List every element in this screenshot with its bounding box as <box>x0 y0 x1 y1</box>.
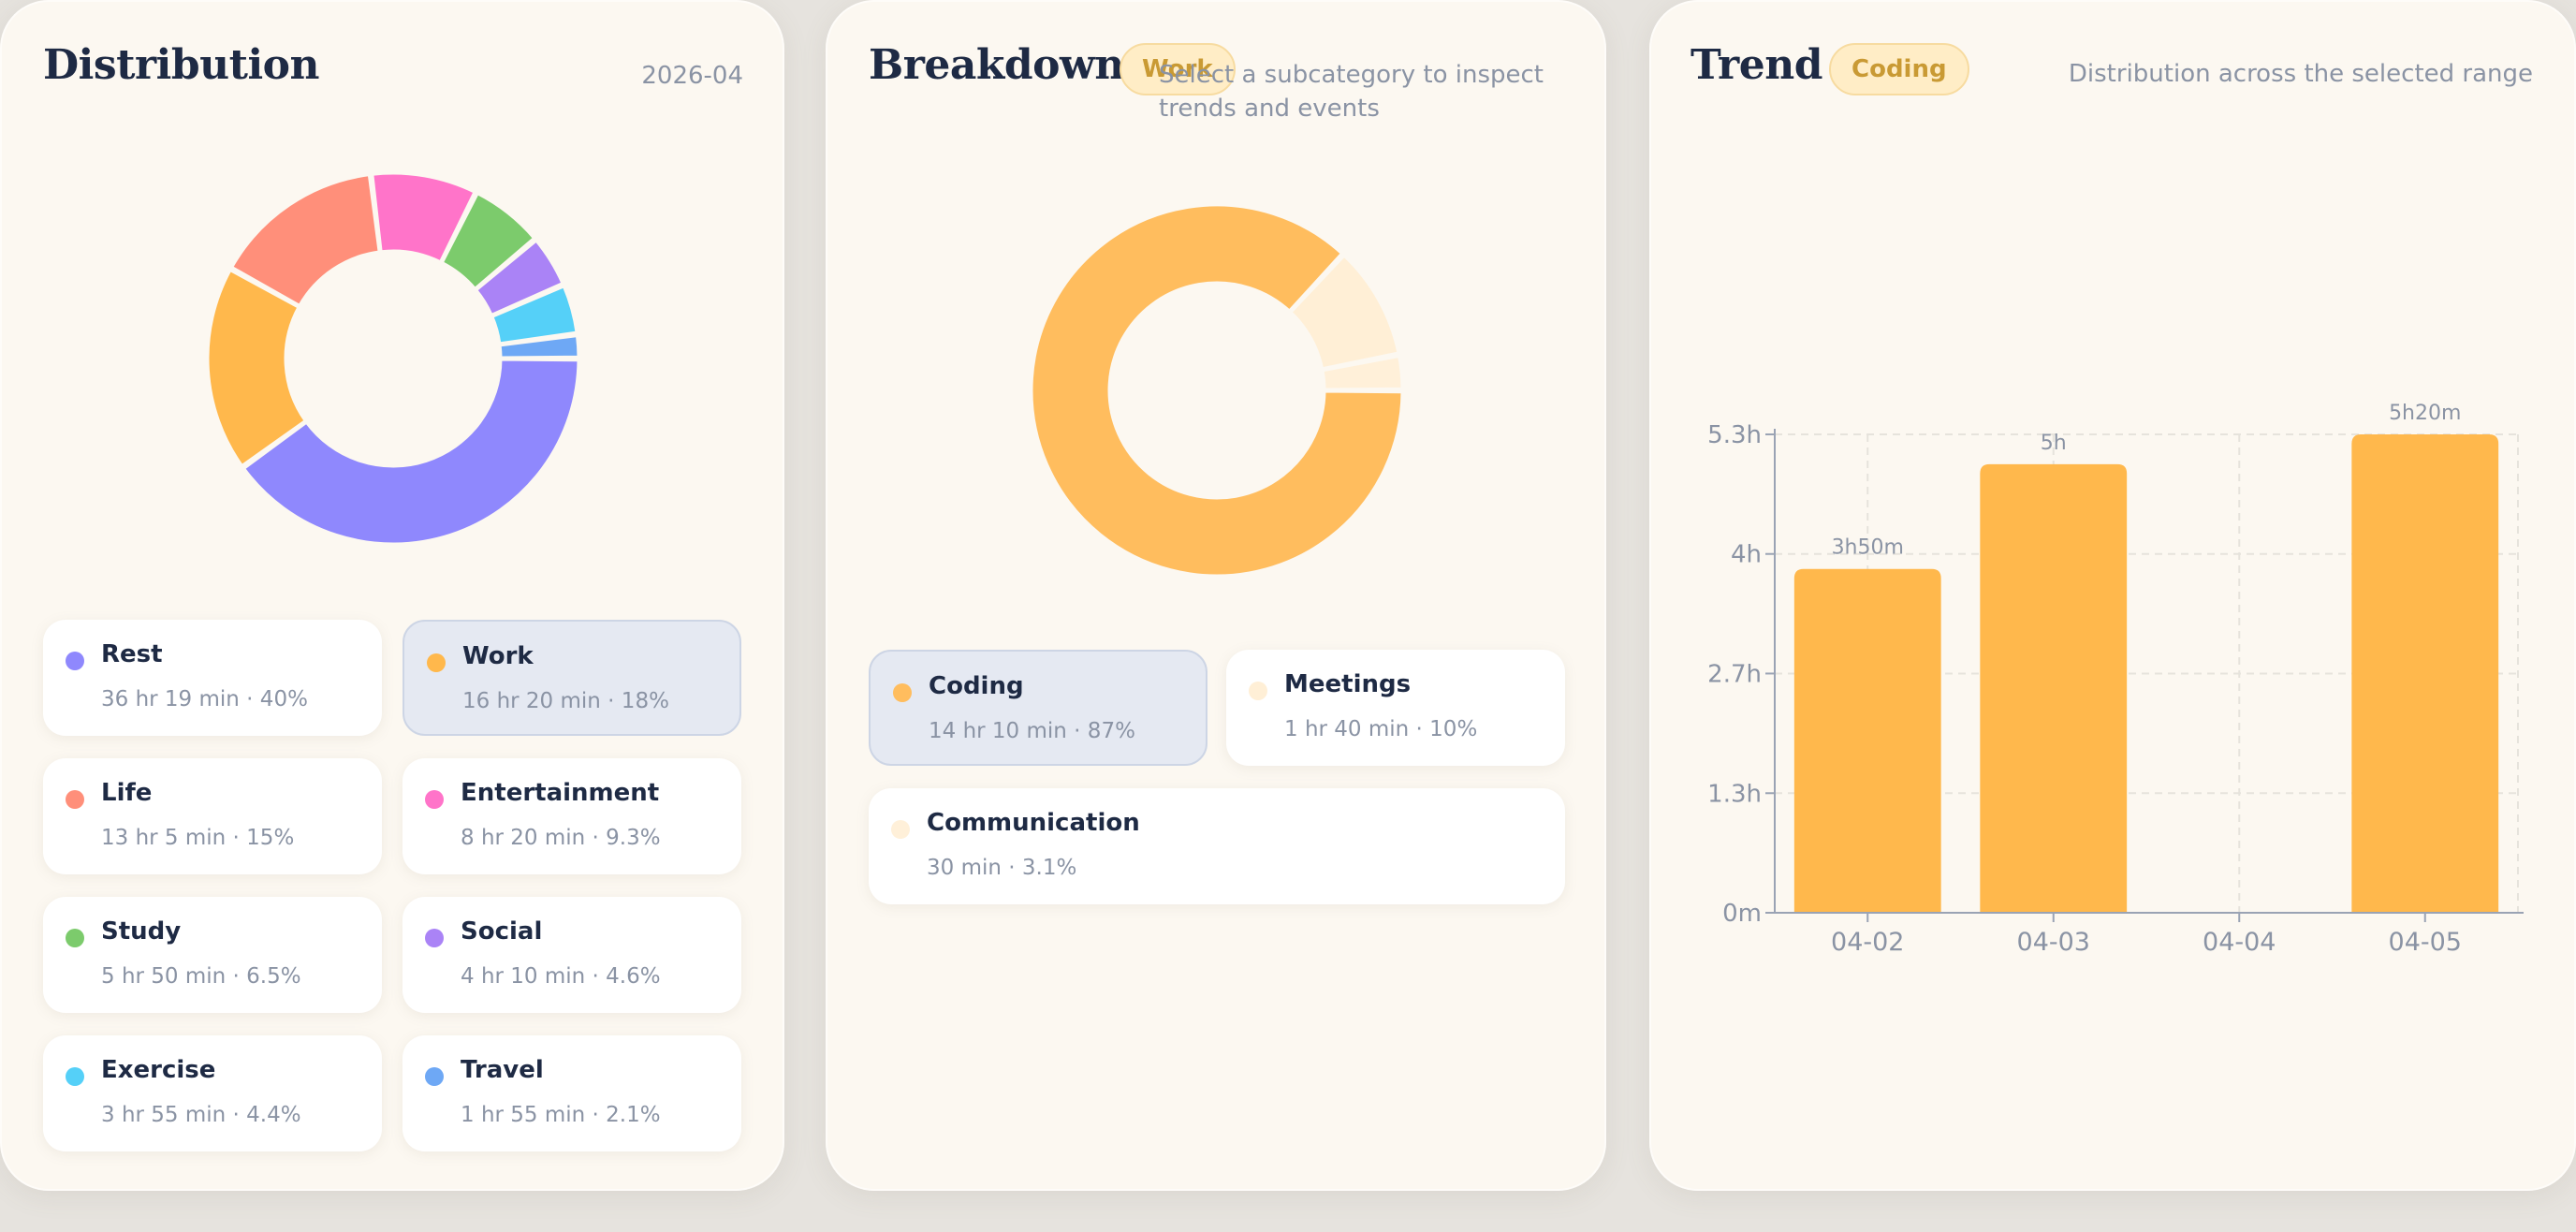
color-dot <box>427 653 446 672</box>
card-value: 3 hr 55 min · 4.4% <box>101 1103 301 1127</box>
card-name: Life <box>101 779 153 807</box>
card-meetings[interactable]: Meetings 1 hr 40 min · 10% <box>1226 650 1565 766</box>
card-value: 14 hr 10 min · 87% <box>929 719 1135 743</box>
card-name: Meetings <box>1284 670 1412 698</box>
x-tick-label: 04-02 <box>1831 928 1904 957</box>
category-slice-exercise[interactable] <box>490 284 578 345</box>
card-name: Travel <box>461 1056 544 1084</box>
breakdown-hint: Select a subcategory to inspect trends a… <box>1159 61 1544 123</box>
card-communication[interactable]: Communication 30 min · 3.1% <box>869 788 1565 904</box>
bar-data-label: 3h50m <box>1832 536 1904 560</box>
x-tick-label: 04-05 <box>2389 928 2462 957</box>
card-work[interactable]: Work 16 hr 20 min · 18% <box>402 620 741 736</box>
bar-data-label: 5h20m <box>2389 402 2461 425</box>
color-dot <box>66 929 84 947</box>
bar-04-02 <box>1793 568 1941 913</box>
y-tick-label: 5.3h <box>1707 421 1762 449</box>
card-value: 13 hr 5 min · 15% <box>101 826 295 850</box>
color-dot <box>66 790 84 809</box>
card-social[interactable]: Social 4 hr 10 min · 4.6% <box>402 897 741 1013</box>
card-value: 1 hr 55 min · 2.1% <box>461 1103 661 1127</box>
y-tick-label: 1.3h <box>1707 780 1762 808</box>
y-tick-label: 4h <box>1731 541 1762 569</box>
card-name: Social <box>461 917 543 946</box>
card-value: 5 hr 50 min · 6.5% <box>101 964 301 989</box>
card-coding[interactable]: Coding 14 hr 10 min · 87% <box>869 650 1208 766</box>
distribution-donut-chart <box>206 171 580 546</box>
subcategory-slice-meetings[interactable] <box>1288 254 1400 371</box>
breakdown-donut-chart <box>1030 203 1404 578</box>
bar-04-05 <box>2351 434 2499 913</box>
card-name: Work <box>462 642 534 670</box>
trend-subcategory-badge: Coding <box>1829 43 1969 95</box>
card-name: Rest <box>101 640 163 668</box>
card-name: Communication <box>927 809 1140 837</box>
category-slice-rest[interactable] <box>242 358 580 546</box>
subcategory-slice-coding[interactable] <box>1030 203 1404 578</box>
breakdown-category-badge: Work <box>1120 43 1236 95</box>
card-value: 36 hr 19 min · 40% <box>101 687 308 711</box>
color-dot <box>891 820 910 839</box>
bar-04-03 <box>1980 463 2128 913</box>
card-name: Entertainment <box>461 779 660 807</box>
period-label: 2026-04 <box>641 62 743 90</box>
trend-caption: Distribution across the selected range <box>2068 60 2533 88</box>
card-name: Study <box>101 917 182 946</box>
category-slice-social[interactable] <box>474 238 564 317</box>
category-slice-life[interactable] <box>229 172 381 308</box>
card-rest[interactable]: Rest 36 hr 19 min · 40% <box>43 620 382 736</box>
color-dot <box>425 1067 444 1086</box>
card-travel[interactable]: Travel 1 hr 55 min · 2.1% <box>402 1035 741 1151</box>
trend-title: Trend <box>1690 41 1822 89</box>
breakdown-panel: Breakdown Work Select a subcategory to i… <box>826 0 1606 1191</box>
distribution-panel: Distribution 2026-04 Rest 36 hr 19 min · … <box>0 0 784 1191</box>
x-tick-label: 04-03 <box>2017 928 2090 957</box>
card-study[interactable]: Study 5 hr 50 min · 6.5% <box>43 897 382 1013</box>
card-entertainment[interactable]: Entertainment 8 hr 20 min · 9.3% <box>402 758 741 874</box>
distribution-title: Distribution <box>43 41 320 89</box>
category-slice-study[interactable] <box>440 191 536 291</box>
x-tick-label: 04-04 <box>2203 928 2276 957</box>
card-name: Coding <box>929 672 1024 700</box>
card-exercise[interactable]: Exercise 3 hr 55 min · 4.4% <box>43 1035 382 1151</box>
color-dot <box>1249 682 1267 700</box>
color-dot <box>66 1067 84 1086</box>
color-dot <box>425 790 444 809</box>
card-value: 16 hr 20 min · 18% <box>462 689 669 713</box>
card-value: 8 hr 20 min · 9.3% <box>461 826 661 850</box>
color-dot <box>66 652 84 670</box>
card-name: Exercise <box>101 1056 216 1084</box>
category-slice-entertainment[interactable] <box>371 171 476 264</box>
card-value: 4 hr 10 min · 4.6% <box>461 964 661 989</box>
y-tick-label: 0m <box>1722 900 1762 928</box>
color-dot <box>893 683 912 702</box>
card-life[interactable]: Life 13 hr 5 min · 15% <box>43 758 382 874</box>
card-value: 1 hr 40 min · 10% <box>1284 717 1478 741</box>
subcategory-slice-communication[interactable] <box>1321 354 1404 391</box>
bar-data-label: 5h <box>2041 432 2067 455</box>
y-tick-label: 2.7h <box>1707 660 1762 688</box>
category-slice-travel[interactable] <box>498 334 580 359</box>
card-value: 30 min · 3.1% <box>927 856 1077 880</box>
trend-panel: Trend Coding Distribution across the sel… <box>1649 0 2576 1191</box>
category-slice-work[interactable] <box>206 268 308 468</box>
breakdown-title: Breakdown <box>869 41 1124 89</box>
color-dot <box>425 929 444 947</box>
trend-bar-chart: 0m 1.3h 2.7h 4h 5.3h 3h50m 04-02 5h 04-03 04-04 5h… <box>1707 402 2524 957</box>
